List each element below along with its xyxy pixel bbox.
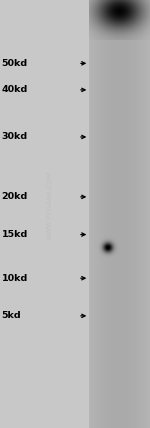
Text: 5kd: 5kd (2, 311, 21, 321)
Text: 30kd: 30kd (2, 132, 28, 142)
Text: 40kd: 40kd (2, 85, 28, 95)
Text: 20kd: 20kd (2, 192, 28, 202)
Text: 15kd: 15kd (2, 230, 28, 239)
Text: 50kd: 50kd (2, 59, 28, 68)
Text: WWW.PTGAAB.COM: WWW.PTGAAB.COM (46, 171, 52, 240)
Text: 10kd: 10kd (2, 273, 28, 283)
